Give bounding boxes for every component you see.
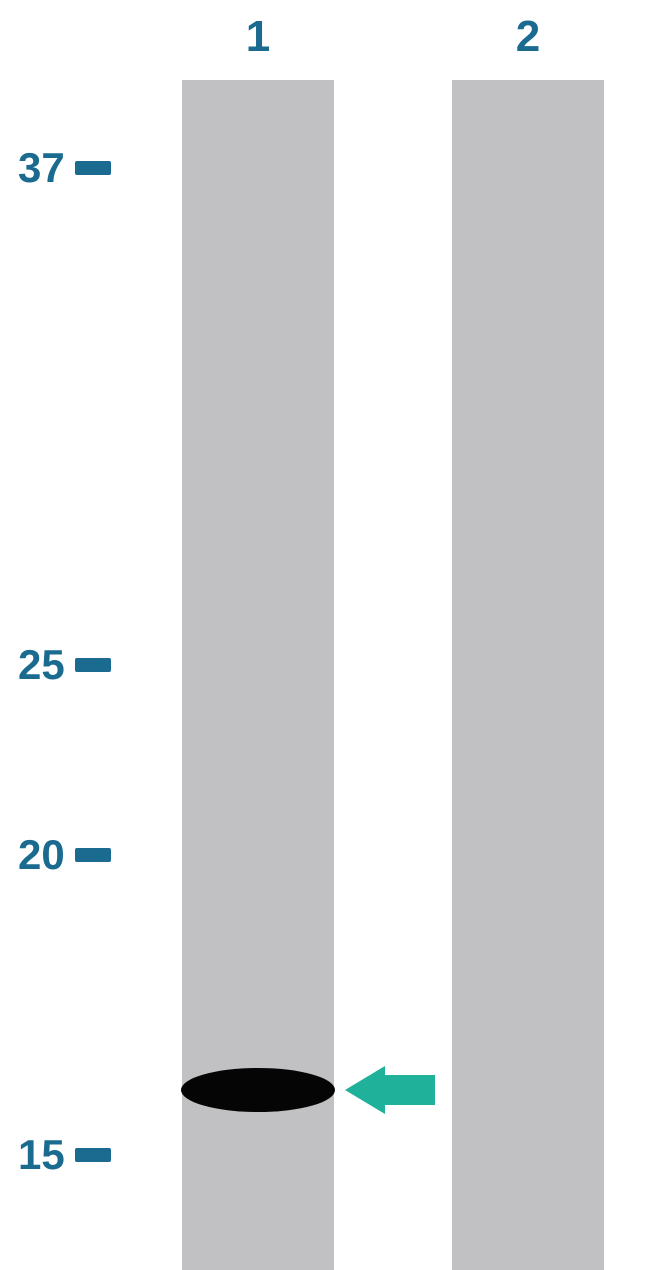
band-indicator-arrow [345, 1066, 435, 1114]
mw-marker-20: 20 [18, 831, 111, 879]
mw-marker-dash [75, 1148, 111, 1162]
lane-label-lane-2: 2 [516, 12, 540, 62]
mw-marker-dash [75, 658, 111, 672]
arrow-shaft [385, 1075, 435, 1105]
lane-track-lane-2 [452, 80, 604, 1270]
arrow-head-icon [345, 1066, 385, 1114]
mw-marker-label: 20 [18, 831, 65, 879]
mw-marker-dash [75, 161, 111, 175]
mw-marker-37: 37 [18, 144, 111, 192]
mw-marker-label: 15 [18, 1131, 65, 1179]
mw-marker-dash [75, 848, 111, 862]
mw-marker-label: 37 [18, 144, 65, 192]
mw-marker-label: 25 [18, 641, 65, 689]
band-lane1 [181, 1068, 335, 1112]
mw-marker-15: 15 [18, 1131, 111, 1179]
lane-label-lane-1: 1 [246, 12, 270, 62]
mw-marker-25: 25 [18, 641, 111, 689]
